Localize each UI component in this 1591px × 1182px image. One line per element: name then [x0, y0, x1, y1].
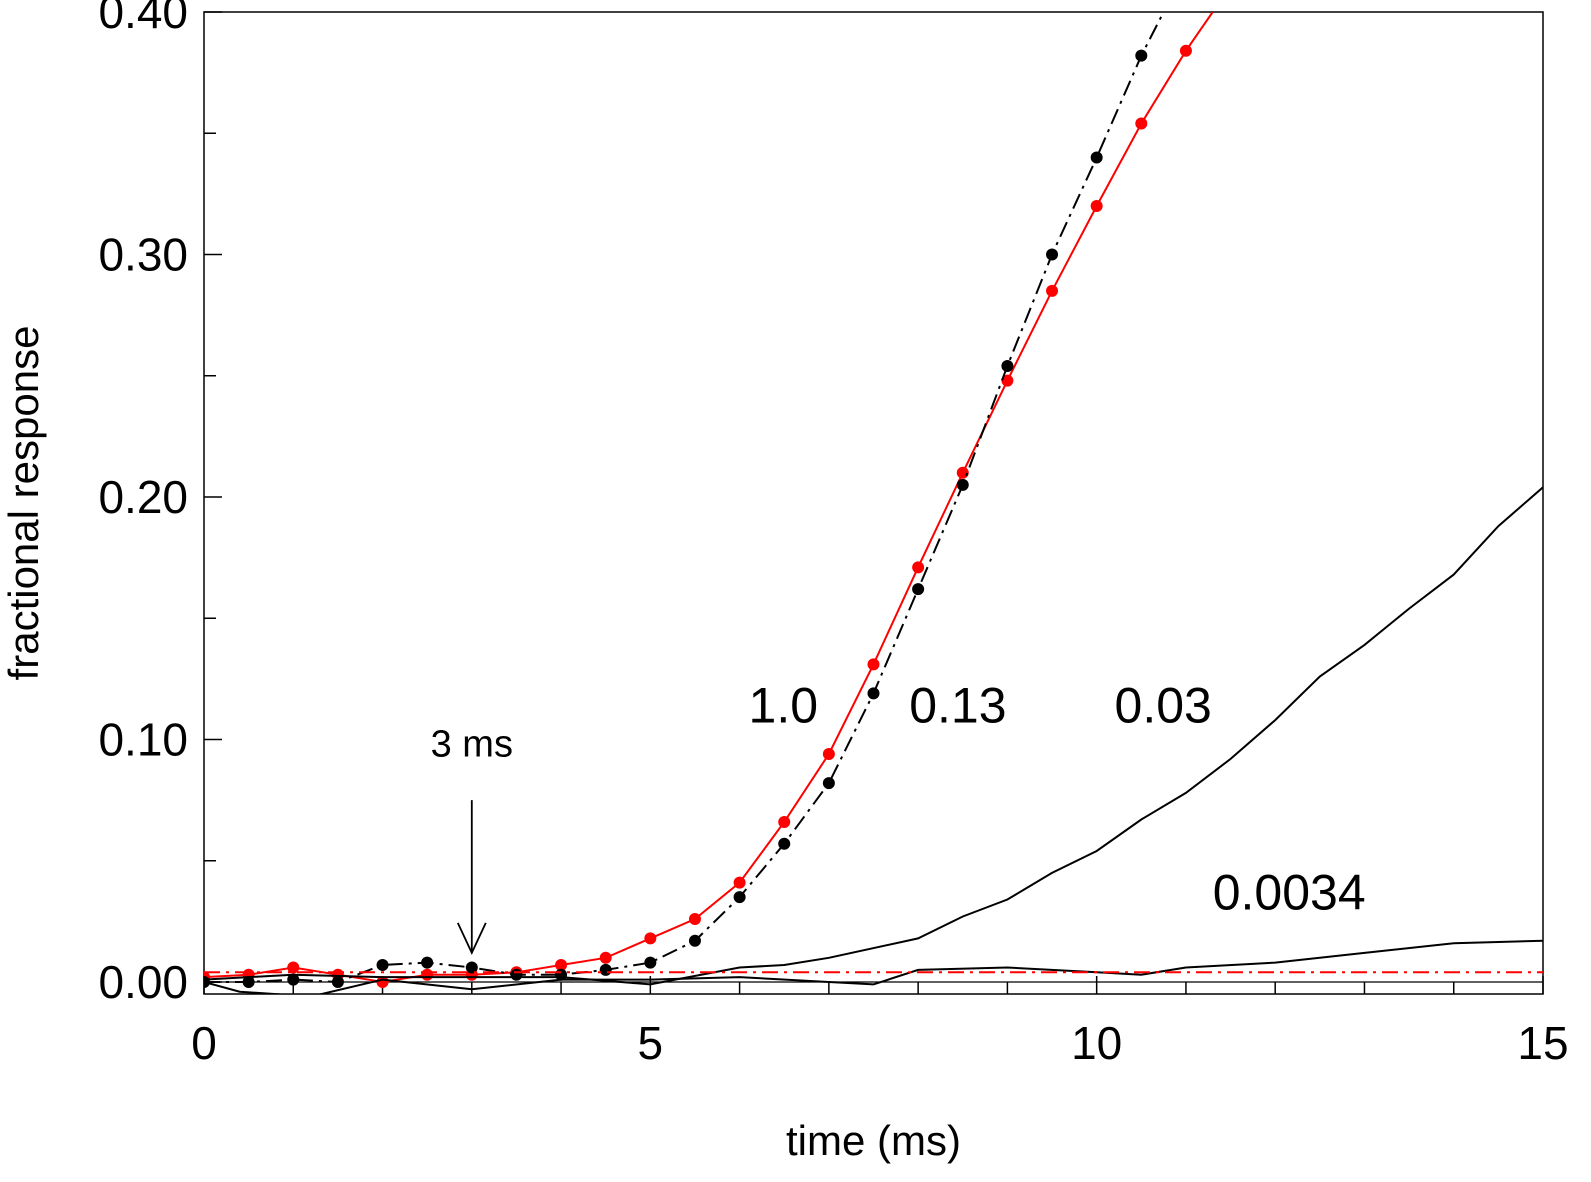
series-0_13 — [204, 12, 1165, 988]
data-point — [287, 973, 300, 986]
data-point — [1135, 49, 1148, 62]
data-point — [555, 959, 568, 972]
plot-frame — [203, 11, 1544, 995]
series-line — [204, 486, 1543, 986]
data-point — [599, 951, 612, 964]
data-point — [644, 932, 657, 945]
data-point — [733, 876, 746, 889]
x-tick-label: 15 — [1517, 1017, 1568, 1069]
data-point — [867, 658, 880, 671]
data-point — [733, 891, 746, 904]
data-point — [956, 466, 969, 479]
annotation-label: 0.03 — [1115, 678, 1212, 734]
data-point — [1135, 117, 1148, 130]
data-point — [1046, 248, 1059, 261]
data-point — [1046, 284, 1059, 297]
data-point — [778, 815, 791, 828]
data-point — [822, 777, 835, 790]
x-tick-label: 0 — [191, 1017, 217, 1069]
series-line — [204, 12, 1165, 984]
annotation-label: 0.13 — [909, 678, 1006, 734]
data-point — [421, 968, 434, 981]
data-point — [778, 837, 791, 850]
data-point — [956, 478, 969, 491]
arrow-head — [456, 922, 487, 956]
data-point — [331, 976, 344, 988]
data-point — [867, 687, 880, 700]
data-point — [912, 561, 925, 574]
data-point — [510, 968, 523, 981]
y-tick-label: 0.30 — [98, 229, 188, 281]
series-0_03 — [204, 486, 1543, 986]
series-line — [204, 939, 1543, 994]
data-point — [688, 934, 701, 947]
x-tick-label: 10 — [1071, 1017, 1122, 1069]
arrow-label: 3 ms — [431, 723, 513, 765]
y-tick-label: 0.20 — [98, 471, 188, 523]
annotation-label: 1.0 — [749, 678, 819, 734]
x-axis-label: time (ms) — [786, 1117, 961, 1164]
y-tick-label: 0.10 — [98, 714, 188, 766]
data-point — [287, 961, 300, 974]
annotation-label: 0.0034 — [1213, 864, 1366, 920]
data-point — [599, 963, 612, 976]
data-point — [421, 956, 434, 969]
series-group — [204, 12, 1543, 994]
data-point — [912, 583, 925, 596]
data-point — [644, 956, 657, 969]
data-point — [1179, 44, 1192, 57]
data-point — [1001, 360, 1014, 373]
y-axis-label: fractional response — [0, 326, 47, 681]
data-point — [376, 959, 389, 972]
data-point — [1090, 151, 1103, 164]
data-point — [688, 912, 701, 925]
series-line — [204, 12, 1214, 984]
data-point — [242, 976, 255, 988]
axis-ticks: 0 5 10 15 0.00 0.10 0.20 0.30 0.40 — [98, 0, 1568, 1069]
data-point — [1001, 374, 1014, 387]
series-1_0 — [204, 12, 1214, 988]
series-0_0034 — [204, 939, 1543, 994]
y-tick-label: 0.00 — [98, 956, 188, 1008]
data-point — [465, 961, 478, 974]
x-tick-label: 5 — [638, 1017, 664, 1069]
data-point — [1090, 200, 1103, 212]
data-point — [822, 748, 835, 761]
annotations: 1.0 0.13 0.03 0.0034 3 ms — [431, 678, 1366, 956]
y-tick-label: 0.40 — [98, 0, 188, 38]
